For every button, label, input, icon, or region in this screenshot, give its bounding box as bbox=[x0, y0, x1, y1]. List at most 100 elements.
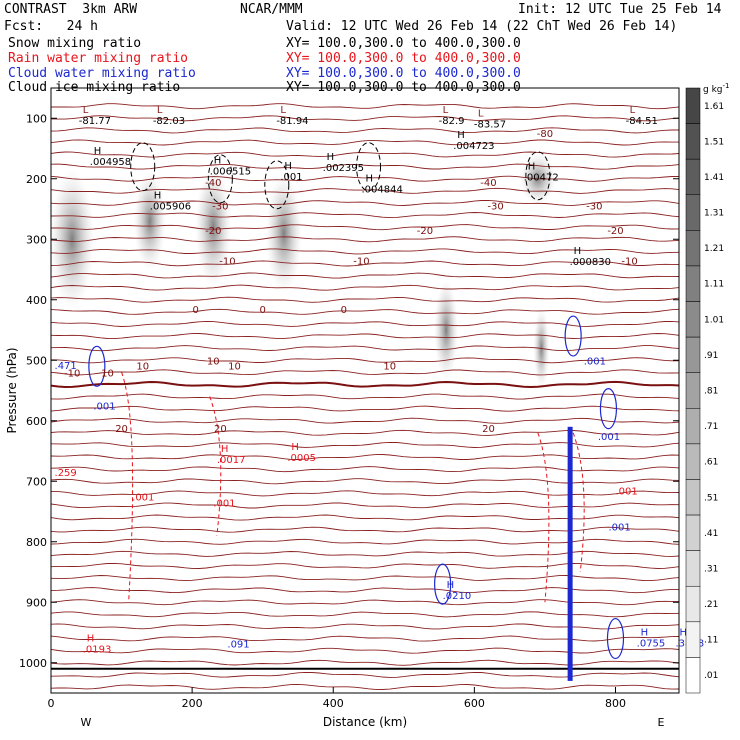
temperature-contour-line bbox=[51, 175, 679, 182]
colorbar-label: .91 bbox=[704, 351, 718, 361]
colorbar-label: 1.11 bbox=[704, 280, 724, 290]
temperature-contour-line bbox=[51, 357, 679, 364]
temperature-contour-line bbox=[51, 671, 679, 678]
y-tick-label: 1000 bbox=[19, 657, 47, 670]
temperature-contour-line bbox=[51, 635, 679, 642]
temperature-contour-line bbox=[51, 683, 679, 690]
colorbar-label: .21 bbox=[704, 600, 718, 610]
y-tick-label: 500 bbox=[26, 354, 47, 367]
colorbar-swatch bbox=[685, 514, 701, 551]
field-xy-snow: XY= 100.0,300.0 to 400.0,300.0 bbox=[286, 36, 521, 51]
temperature-contour-line bbox=[51, 115, 679, 122]
colorbar-swatch bbox=[685, 194, 701, 231]
colorbar-label: .61 bbox=[704, 458, 718, 468]
maximum-mark: H bbox=[284, 161, 292, 172]
temperature-contour-line bbox=[51, 562, 679, 569]
header-valid: Valid: 12 UTC Wed 26 Feb 14 (22 ChT Wed … bbox=[286, 19, 678, 34]
cloud-water-core bbox=[567, 426, 573, 681]
maximum-value: .004723 bbox=[453, 141, 494, 152]
colorbar-swatch bbox=[685, 585, 701, 623]
y-tick-label: 200 bbox=[26, 173, 47, 186]
minimum-mark: L bbox=[630, 105, 636, 116]
colorbar-label: .01 bbox=[704, 671, 718, 681]
temperature-contour-line bbox=[51, 454, 679, 460]
temperature-contour-line bbox=[51, 599, 679, 606]
colorbar-label: 1.01 bbox=[704, 315, 724, 325]
colorbar-swatch bbox=[685, 372, 701, 409]
temperature-contour-line bbox=[51, 369, 679, 376]
temperature-contour-line bbox=[51, 380, 679, 389]
header-fcst: Fcst: 24 h bbox=[4, 19, 98, 34]
temperature-contour-line bbox=[51, 333, 679, 340]
colorbar-label: .41 bbox=[704, 529, 718, 539]
temperature-contour-line bbox=[51, 103, 679, 110]
cloud-water-contour bbox=[88, 345, 106, 387]
maximum-mark: H bbox=[447, 580, 455, 591]
temperature-contour-label: 20 bbox=[115, 424, 128, 435]
colorbar-swatch bbox=[685, 550, 701, 587]
cloud-water-contour bbox=[434, 563, 452, 605]
hydrometeor-contour-label: .001 bbox=[132, 492, 154, 503]
minimum-mark: L bbox=[157, 105, 163, 116]
cloud-ice-contour bbox=[130, 142, 156, 192]
maximum-value: .006515 bbox=[210, 166, 251, 177]
maximum-mark: H bbox=[291, 442, 299, 453]
header-center: NCAR/MMM bbox=[240, 2, 303, 17]
temperature-contour-line bbox=[51, 320, 679, 327]
temperature-contour-line bbox=[51, 296, 679, 303]
colorbar-label: .51 bbox=[704, 493, 718, 503]
maximum-mark: H bbox=[574, 246, 582, 257]
y-axis-title: Pressure (hPa) bbox=[5, 347, 19, 433]
temperature-contour-label: 20 bbox=[482, 424, 495, 435]
temperature-contour-label: 10 bbox=[101, 368, 114, 379]
temperature-contour-line bbox=[51, 647, 679, 654]
temperature-contour-label: 0 bbox=[341, 305, 347, 316]
temperature-contour-line bbox=[51, 212, 679, 219]
x-tick-label: 200 bbox=[182, 697, 203, 710]
x-tick-label: 600 bbox=[464, 697, 485, 710]
colorbar-swatch bbox=[685, 230, 701, 267]
temperature-contour-label: 0 bbox=[259, 305, 265, 316]
hydrometeor-contour-label: .001 bbox=[213, 498, 235, 509]
maximum-value: .0193 bbox=[83, 644, 112, 655]
maximum-mark: H bbox=[641, 627, 649, 638]
hydrometeor-contour-label: .091 bbox=[227, 639, 249, 650]
hydrometeor-contour-label: .001 bbox=[93, 402, 115, 413]
temperature-contour-line bbox=[51, 659, 679, 666]
temperature-contour-line bbox=[51, 441, 679, 448]
temperature-contour-line bbox=[51, 393, 679, 400]
colorbar-label: .81 bbox=[704, 387, 718, 397]
temperature-contour-label: -30 bbox=[212, 201, 228, 212]
temperature-contour-line bbox=[51, 163, 679, 170]
minimum-mark: L bbox=[443, 105, 449, 116]
maximum-value: .0005 bbox=[287, 453, 316, 464]
rain-contour bbox=[537, 432, 550, 603]
colorbar-unit: g kg-1 bbox=[703, 82, 729, 95]
temperature-contour-label: -40 bbox=[205, 178, 221, 189]
temperature-contour-label: 10 bbox=[228, 362, 241, 373]
maximum-mark: H bbox=[154, 191, 162, 202]
minimum-mark: L bbox=[280, 105, 286, 116]
temperature-contour-line bbox=[51, 224, 679, 231]
temperature-contour-line bbox=[51, 575, 679, 582]
temperature-contour-label: -30 bbox=[586, 201, 602, 212]
colorbar-swatch bbox=[685, 301, 701, 338]
temperature-contour-line bbox=[51, 502, 679, 509]
field-name-snow: Snow mixing ratio bbox=[8, 36, 142, 51]
colorbar-swatch bbox=[685, 479, 701, 516]
temperature-contour-line bbox=[51, 611, 679, 618]
temperature-contour-line bbox=[51, 478, 679, 485]
temperature-contour-label: -10 bbox=[621, 256, 637, 267]
temperature-contour-label: 0 bbox=[192, 305, 198, 316]
x-tick-label: 800 bbox=[605, 697, 626, 710]
snow-shading-blob bbox=[51, 169, 95, 310]
temperature-contour-line bbox=[51, 308, 679, 315]
cloud-water-contour bbox=[564, 315, 582, 357]
field-name-rain: Rain water mixing ratio bbox=[8, 51, 189, 66]
maximum-value: .0210 bbox=[443, 591, 472, 602]
colorbar-swatch bbox=[685, 336, 701, 373]
minimum-value: -84.51 bbox=[626, 116, 658, 127]
temperature-contour-line bbox=[51, 345, 679, 352]
temperature-contour-line bbox=[51, 151, 679, 158]
maximum-value: .004958 bbox=[90, 157, 131, 168]
